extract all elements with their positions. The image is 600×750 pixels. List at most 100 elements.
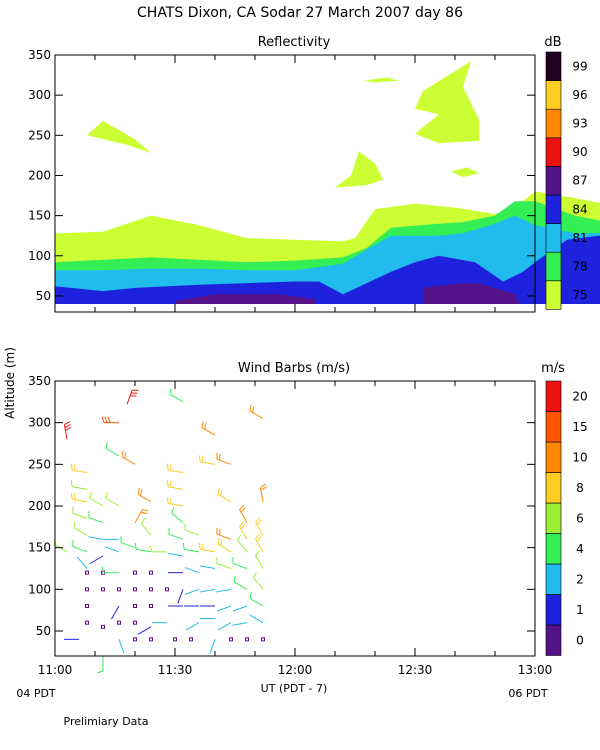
wind-barb-calm [133,570,137,575]
x-tick-label: 12:00 [278,663,313,677]
wind-barb [105,492,120,507]
wind-legend-label: 8 [576,481,584,495]
wind-barb [89,555,104,564]
wind-barb-flag [137,488,140,495]
reflectivity-legend-swatch-87 [545,166,562,196]
reflectivity-legend-label: 96 [572,88,587,102]
wind-barb [63,421,72,440]
contour-87-db-9 [175,294,315,304]
wind-y-tick-label: 50 [36,624,51,638]
wind-barb-flag [105,492,108,499]
wind-barb [111,605,120,620]
wind-barb-flag [198,542,201,550]
wind-barb-calm [165,587,169,592]
wind-barb-shaft [249,598,264,607]
wind-barb [232,605,248,612]
wind-barb-shaft [255,538,264,553]
wind-barb-flag [73,493,76,500]
wind-barb-flag [96,670,104,674]
wind-barb [104,546,120,553]
wind-barb-flag [73,521,76,528]
wind-barb-shaft [184,567,200,574]
reflectivity-y-tick-label: 350 [28,48,51,62]
reflectivity-y-tick-label: 250 [28,128,51,142]
wind-barb [209,639,216,654]
wind-legend-swatch-8 [545,472,562,504]
wind-barb-shaft [118,639,125,654]
wind-barb [249,592,264,607]
wind-barb-flag [169,480,172,488]
wind-barb-flag [249,404,252,412]
wind-legend-label: 15 [572,420,587,434]
reflectivity-legend-label: 93 [572,117,587,131]
x-start-note: 04 PDT [16,687,56,700]
wind-barb-shaft [105,448,120,457]
wind-barbs [53,388,267,674]
wind-barb [249,404,264,419]
wind-barb-shaft [216,588,232,593]
wind-barb [118,639,125,654]
wind-barb [166,480,184,490]
wind-barb [185,622,200,631]
reflectivity-legend-label: 78 [572,260,587,274]
wind-barb [126,389,139,405]
wind-barb-flag [217,538,220,545]
x-tick-label: 11:30 [158,663,193,677]
wind-barb [137,626,152,635]
wind-axes: 50 100 150 200 250 300 350 [28,374,536,656]
wind-barb [255,550,264,569]
reflectivity-legend-label: 87 [572,174,587,188]
wind-barb [217,488,232,503]
wind-legend-label: 6 [576,511,584,525]
wind-barb [233,575,248,590]
reflectivity-legend-label: 75 [572,288,587,302]
wind-barb-calm [133,637,137,642]
wind-barb-flag [252,572,258,579]
wind-barb-flag [70,480,73,487]
wind-legend-label: 4 [576,542,584,556]
wind-barb [232,622,248,626]
footer-note: Prelimiary Data [64,715,149,728]
x-tick-labels: 11:00 11:30 12:00 12:30 13:00 [38,663,553,677]
wind-barb-flag [217,488,220,495]
wind-barb [217,538,232,553]
wind-barb-flag [260,486,267,491]
wind-barb-shaft [72,546,88,553]
wind-y-tick-label: 150 [28,541,51,555]
wind-barb [255,533,264,553]
wind-barb-shaft [72,469,88,474]
wind-y-tick-label: 300 [28,416,51,430]
wind-barb-shaft [168,502,184,507]
wind-barb-calm [261,637,265,642]
wind-barb-shaft [216,605,232,612]
wind-barb-flag [65,427,72,431]
wind-legend-title: m/s [541,361,565,376]
wind-barb-flag [140,518,146,524]
figure-title: CHATS Dixon, CA Sodar 27 March 2007 day … [137,5,463,21]
wind-barb [198,455,216,465]
wind-barb [232,557,248,569]
wind-barb [216,588,232,593]
wind-barb [252,572,264,590]
wind-barb-shaft [232,605,248,612]
wind-barb-shaft [249,410,264,419]
wind-barb [200,588,216,593]
wind-barb-flag [169,464,172,471]
wind-barb-flag [255,533,261,540]
x-axis-label: UT (PDT - 7) [261,682,328,695]
wind-barb [239,521,248,540]
wind-legend-label: 2 [576,572,584,586]
wind-barb [249,614,264,624]
wind-barb [201,421,216,436]
wind-barb-shaft [200,548,216,553]
shared-y-axis-label: Altitude (m) [3,347,17,419]
wind-barb-flag [256,519,262,526]
wind-barb-calm [173,637,177,642]
wind-barb-calm [117,620,121,625]
wind-barb [216,452,232,465]
wind-barb-shaft [232,622,248,626]
wind-barb-shaft [168,469,184,474]
wind-barb-shaft [105,498,120,507]
wind-barb-flag [73,464,76,471]
